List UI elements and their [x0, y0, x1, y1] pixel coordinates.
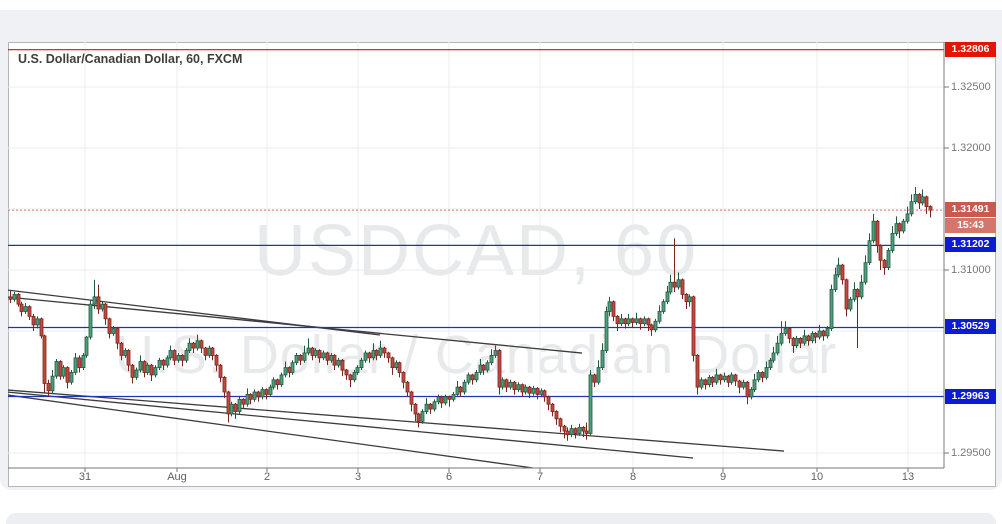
- price-level-badge: 1.30529: [945, 319, 996, 335]
- chart-title: U.S. Dollar/Canadian Dollar, 60, FXCM: [18, 52, 243, 66]
- last-price-badge: 1.31491: [945, 202, 996, 218]
- y-axis-tick-label: 1.31000: [951, 264, 991, 276]
- x-axis-day-label: Aug: [167, 471, 187, 483]
- x-axis-day-label: 10: [810, 471, 824, 483]
- y-axis-tick-label: 1.29500: [951, 446, 991, 459]
- x-axis-day-label: 9: [719, 471, 727, 483]
- y-axis-tick-label: 1.32500: [951, 81, 991, 93]
- price-level-badge: 1.31202: [945, 237, 996, 253]
- chart-card[interactable]: [8, 42, 996, 487]
- last-update-time-badge: 15:43: [945, 218, 996, 234]
- x-axis-day-label: 3: [354, 471, 362, 483]
- next-widget-strip: [6, 513, 996, 524]
- x-axis-day-label: 7: [536, 471, 544, 483]
- x-axis-day-label: 31: [78, 471, 92, 483]
- price-level-badge: 1.32806: [945, 41, 996, 57]
- price-level-badge: 1.29963: [945, 388, 996, 404]
- y-axis-tick-label: 1.32000: [951, 142, 991, 154]
- x-axis-day-label: 6: [445, 471, 453, 483]
- x-axis-day-label: 2: [263, 471, 271, 483]
- x-axis-day-label: 13: [901, 471, 915, 483]
- x-axis-day-label: 8: [629, 471, 637, 483]
